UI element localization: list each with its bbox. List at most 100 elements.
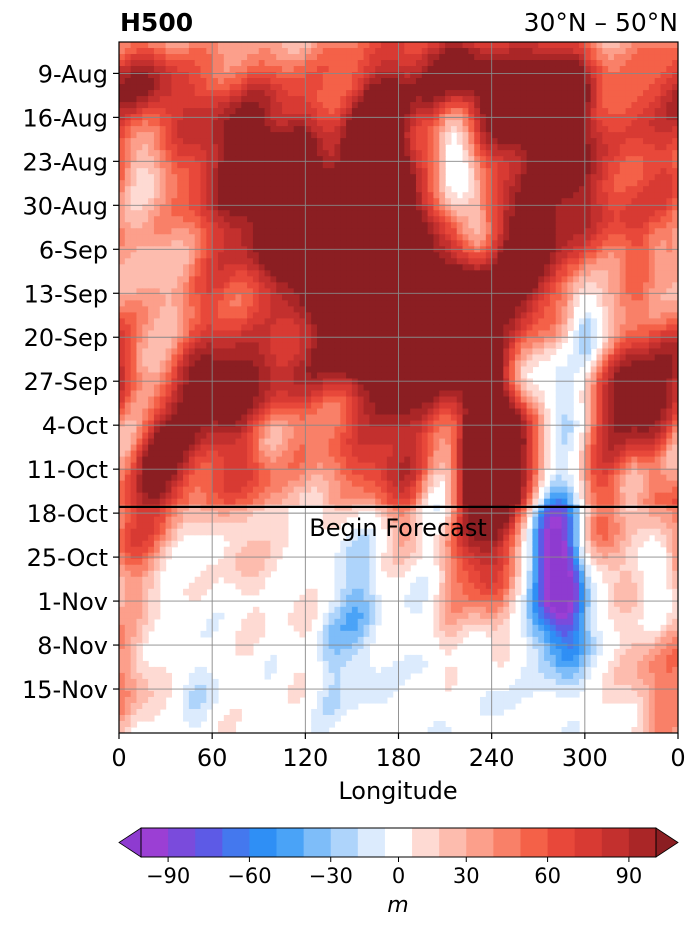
field-cell [672, 318, 678, 326]
field-cell [217, 336, 225, 344]
field-cell [124, 282, 132, 289]
field-cell [334, 138, 341, 145]
field-cell [375, 288, 382, 295]
field-cell [549, 276, 557, 283]
field-cell [561, 90, 568, 97]
field-cell [660, 288, 667, 295]
field-cell [340, 78, 347, 85]
field-cell [631, 324, 638, 332]
field-cell [404, 300, 411, 307]
field-cell [305, 300, 312, 307]
field-cell [514, 174, 522, 181]
field-cell [590, 54, 598, 61]
field-cell [549, 162, 557, 169]
field-cell [316, 180, 324, 187]
field-cell [392, 252, 400, 259]
field-cell [258, 318, 266, 326]
field-cell [293, 276, 301, 283]
field-cell [439, 84, 446, 91]
field-cell [445, 342, 452, 350]
field-cell [276, 324, 283, 332]
field-cell [346, 78, 353, 85]
field-cell [392, 108, 400, 115]
field-cell [258, 108, 266, 115]
field-cell [363, 288, 370, 295]
field-cell [520, 168, 528, 175]
field-cell [124, 96, 132, 103]
field-cell [305, 108, 312, 115]
field-cell [450, 78, 458, 85]
field-cell [363, 72, 370, 79]
field-cell [625, 42, 633, 49]
field-cell [171, 294, 178, 301]
field-cell [282, 72, 289, 79]
field-cell [544, 144, 551, 151]
field-cell [398, 300, 405, 307]
field-cell [427, 252, 435, 259]
field-cell [124, 180, 132, 187]
field-cell [514, 102, 522, 109]
field-cell [468, 270, 475, 277]
field-cell [491, 222, 499, 229]
field-cell [241, 156, 248, 163]
field-cell [334, 300, 341, 307]
field-cell [153, 198, 161, 205]
field-cell [579, 90, 586, 97]
field-cell [252, 324, 260, 332]
field-cell [503, 72, 510, 79]
field-cell [509, 102, 516, 109]
field-cell [654, 348, 662, 356]
field-cell [316, 348, 324, 356]
field-cell [625, 72, 633, 79]
field-cell [392, 60, 400, 67]
field-cell [328, 348, 336, 356]
field-cell [247, 324, 254, 332]
field-cell [287, 216, 295, 223]
field-cell [188, 102, 196, 109]
field-cell [654, 264, 662, 271]
field-cell [340, 306, 347, 313]
field-cell [340, 336, 347, 344]
field-cell [404, 180, 411, 187]
field-cell [579, 84, 586, 91]
field-cell [549, 288, 557, 295]
field-cell [252, 162, 260, 169]
field-cell [299, 348, 306, 356]
field-cell [194, 144, 202, 151]
field-cell [142, 180, 149, 187]
field-cell [648, 192, 656, 199]
field-cell [637, 144, 644, 151]
field-cell [398, 252, 405, 259]
field-cell [241, 240, 248, 247]
field-cell [130, 240, 138, 247]
field-cell [328, 78, 336, 85]
field-cell [643, 270, 650, 277]
field-cell [392, 84, 400, 91]
field-cell [584, 48, 592, 55]
field-cell [386, 126, 394, 133]
field-cell [171, 174, 178, 181]
field-cell [567, 66, 574, 73]
field-cell [346, 192, 353, 199]
field-cell [247, 174, 254, 181]
field-cell [124, 54, 132, 61]
field-cell [130, 42, 138, 49]
field-cell [206, 138, 213, 145]
field-cell [311, 108, 318, 115]
field-cell [142, 120, 149, 127]
field-cell [532, 324, 539, 332]
field-cell [567, 306, 574, 313]
field-cell [608, 342, 615, 350]
field-cell [602, 324, 609, 332]
field-cell [282, 306, 289, 313]
field-cell [282, 258, 289, 265]
field-cell [363, 258, 370, 265]
field-cell [165, 228, 172, 235]
field-cell [223, 312, 231, 319]
field-cell [247, 156, 254, 163]
field-cell [177, 300, 184, 307]
field-cell [631, 228, 638, 235]
field-cell [217, 84, 225, 91]
field-cell [130, 330, 138, 338]
field-cell [194, 342, 202, 350]
